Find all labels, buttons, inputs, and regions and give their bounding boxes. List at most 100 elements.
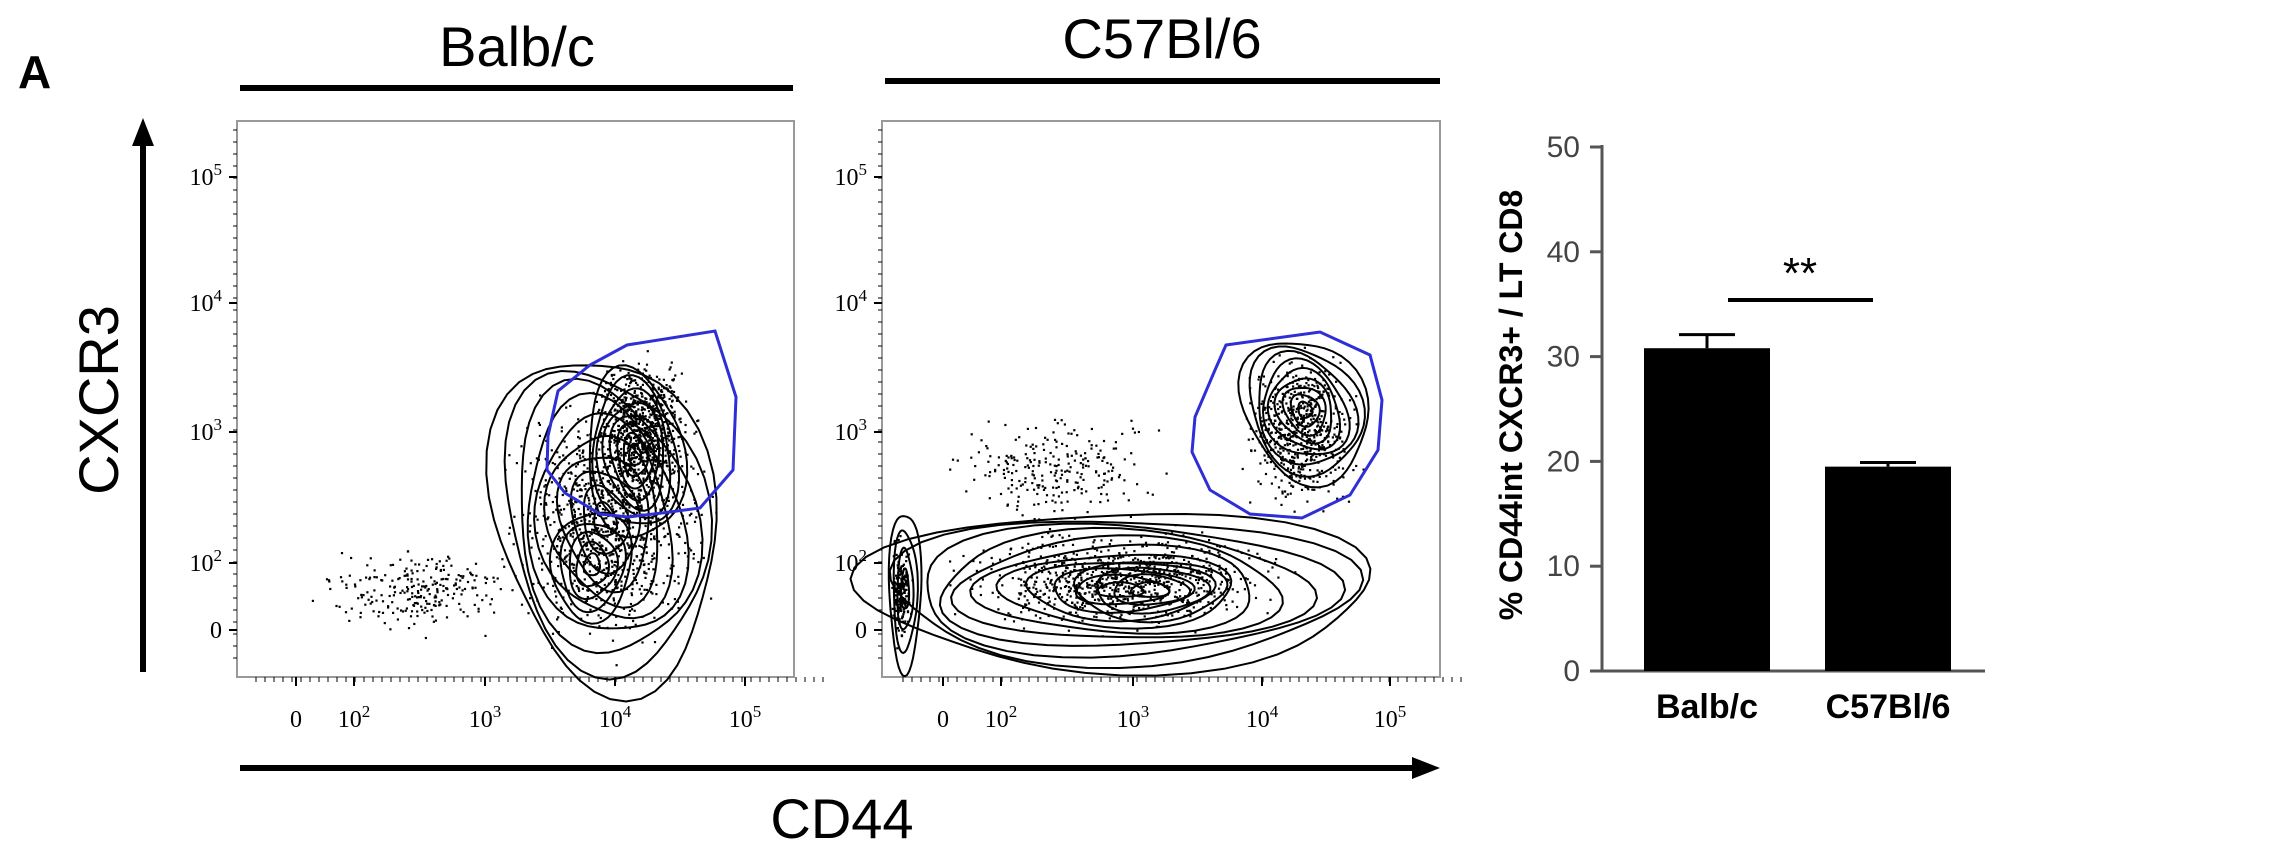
event-dot bbox=[1297, 467, 1300, 470]
event-dot bbox=[610, 553, 613, 556]
event-dot bbox=[1018, 436, 1021, 439]
event-dot bbox=[982, 549, 985, 552]
event-dot bbox=[1318, 445, 1321, 448]
event-dot bbox=[439, 583, 442, 586]
event-dot bbox=[994, 470, 997, 473]
event-dot bbox=[613, 373, 616, 376]
event-dot bbox=[1081, 603, 1084, 606]
event-dot bbox=[454, 582, 457, 585]
event-dot bbox=[1024, 481, 1027, 484]
event-dot bbox=[552, 511, 555, 514]
event-dot bbox=[647, 485, 650, 489]
event-dot bbox=[1194, 631, 1197, 634]
event-dot bbox=[970, 456, 973, 459]
event-dot bbox=[617, 470, 621, 473]
event-dot bbox=[1303, 477, 1307, 480]
event-dot bbox=[1296, 416, 1299, 419]
event-dot bbox=[977, 451, 980, 454]
event-dot bbox=[603, 517, 606, 520]
event-dot bbox=[631, 405, 634, 408]
event-dot bbox=[565, 560, 568, 563]
event-dot bbox=[1061, 562, 1064, 565]
density-contour bbox=[1096, 566, 1212, 615]
event-dot bbox=[584, 488, 587, 491]
event-dot bbox=[605, 548, 608, 551]
event-dot bbox=[658, 378, 661, 381]
event-dot bbox=[1082, 458, 1085, 461]
event-dot bbox=[1302, 447, 1305, 450]
event-dot bbox=[1247, 549, 1250, 552]
event-dot bbox=[1090, 579, 1093, 582]
event-dot bbox=[1299, 391, 1302, 394]
event-dot bbox=[1092, 541, 1095, 544]
event-dot bbox=[684, 423, 687, 427]
event-dot bbox=[1322, 510, 1325, 513]
event-dot bbox=[1005, 454, 1008, 457]
event-dot bbox=[589, 452, 593, 455]
event-dot bbox=[1262, 375, 1265, 378]
event-dot bbox=[613, 441, 616, 444]
event-dot bbox=[634, 457, 637, 460]
event-dot bbox=[1006, 503, 1009, 506]
event-dot bbox=[1148, 583, 1151, 586]
event-dot bbox=[508, 454, 511, 457]
event-dot bbox=[625, 442, 628, 445]
event-dot bbox=[654, 450, 657, 453]
event-dot bbox=[453, 584, 456, 587]
event-dot bbox=[641, 641, 644, 644]
event-dot bbox=[1105, 493, 1108, 496]
event-dot bbox=[1278, 435, 1282, 438]
density-contour bbox=[520, 377, 704, 655]
event-dot bbox=[1065, 585, 1068, 588]
event-dot bbox=[610, 461, 613, 464]
event-dot bbox=[473, 603, 476, 606]
event-dot bbox=[1091, 545, 1094, 548]
event-dot bbox=[381, 600, 385, 603]
event-dot bbox=[667, 603, 670, 606]
event-dot bbox=[401, 589, 404, 592]
event-dot bbox=[655, 443, 658, 446]
event-dot bbox=[623, 430, 626, 433]
event-dot bbox=[1274, 476, 1277, 479]
event-dot bbox=[654, 418, 657, 422]
event-dot bbox=[568, 499, 571, 502]
event-dot bbox=[490, 598, 493, 601]
event-dot bbox=[1111, 571, 1114, 574]
event-dot bbox=[1063, 585, 1067, 588]
event-dot bbox=[675, 459, 678, 462]
event-dot bbox=[636, 495, 639, 498]
event-dot bbox=[661, 485, 664, 488]
event-dot bbox=[571, 562, 574, 565]
event-dot bbox=[643, 537, 646, 540]
event-dot bbox=[652, 383, 655, 386]
event-dot bbox=[671, 429, 675, 432]
event-dot bbox=[1133, 463, 1136, 466]
event-dot bbox=[469, 571, 472, 574]
event-dot bbox=[1287, 391, 1290, 394]
event-dot bbox=[1157, 583, 1160, 586]
event-dot bbox=[1195, 578, 1198, 582]
event-dot bbox=[612, 484, 615, 487]
event-dot bbox=[531, 537, 534, 540]
event-dot bbox=[1332, 479, 1335, 483]
event-dot bbox=[618, 402, 621, 405]
event-dot bbox=[1288, 433, 1291, 436]
event-dot bbox=[424, 586, 427, 589]
event-dot bbox=[1058, 593, 1061, 596]
event-dot bbox=[1318, 418, 1321, 421]
event-dot bbox=[1309, 469, 1312, 472]
event-dot bbox=[1006, 462, 1009, 466]
event-dot bbox=[1038, 484, 1041, 487]
event-dot bbox=[575, 465, 578, 468]
event-dot bbox=[1053, 510, 1056, 513]
event-dot bbox=[1137, 591, 1140, 594]
event-dot bbox=[1281, 392, 1284, 395]
event-dot bbox=[1249, 501, 1252, 504]
event-dot bbox=[1179, 595, 1182, 598]
event-dot bbox=[630, 592, 633, 595]
event-dot bbox=[1195, 571, 1199, 574]
event-dot bbox=[1048, 528, 1052, 531]
event-dot bbox=[1065, 598, 1069, 602]
event-dot bbox=[655, 593, 658, 596]
event-dot bbox=[649, 425, 652, 428]
